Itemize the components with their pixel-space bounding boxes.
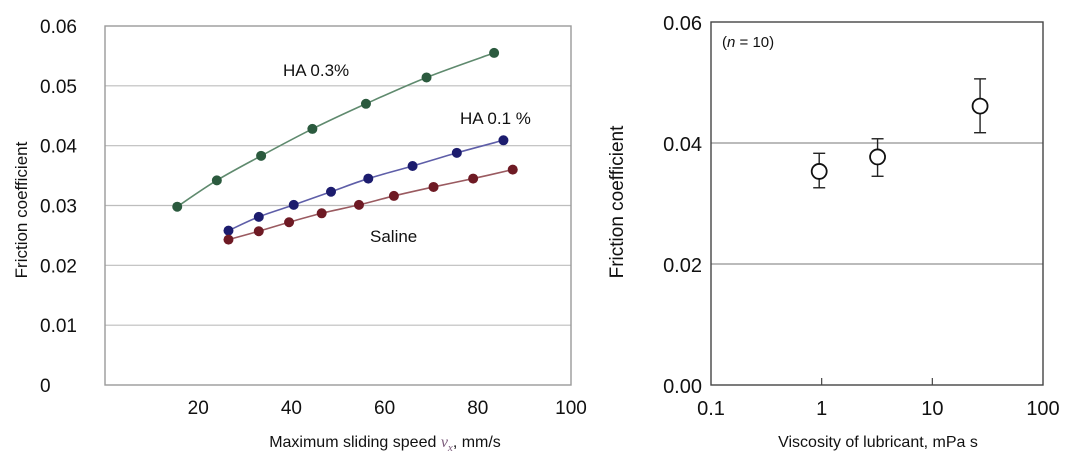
right-chart-y-tick-label: 0.02 (663, 255, 702, 277)
right-chart-y-tick-labels: 0.00 0.02 0.04 0.06 (663, 13, 702, 398)
right-chart-data-point (810, 163, 828, 180)
annotation-prefix: ( (722, 34, 727, 51)
right-chart-x-axis-title: Viscosity of lubricant, mPa s (778, 434, 978, 451)
left-chart-data-point (468, 173, 479, 184)
right-chart-x-tick-label: 0.1 (697, 398, 725, 420)
right-chart-y-tick-label: 0.06 (663, 13, 702, 35)
right-chart-data-point (869, 148, 886, 166)
left-chart-x-tick-label: 100 (555, 398, 587, 419)
right-chart-y-tick-label: 0.00 (663, 376, 702, 398)
annotation-variable: n (727, 34, 735, 51)
left-chart-x-tick-label: 20 (188, 398, 209, 419)
left-chart-x-tick-labels: 20 40 60 80 100 (188, 398, 587, 419)
left-chart-x-tick-label: 60 (374, 398, 395, 419)
left-chart-data-point (253, 211, 264, 222)
left-chart-data-point (507, 164, 518, 175)
left-chart-plot-frame (104, 25, 572, 386)
left-chart-gridlines (105, 85, 571, 326)
right-chart-plot-frame (710, 21, 1044, 386)
left-chart-x-axis-variable: v (441, 434, 449, 451)
right-chart-sample-size-annotation: (n = 10) (722, 34, 774, 51)
right-chart-y-tick-label: 0.04 (663, 134, 702, 156)
left-chart-x-tick-label: 40 (281, 398, 302, 419)
left-chart-data-point (498, 135, 509, 146)
left-chart-y-tick-label: 0 (40, 376, 51, 397)
right-chart-x-tick-label: 1 (816, 398, 827, 420)
left-chart-y-tick-label: 0.02 (40, 256, 77, 277)
left-chart-x-axis-title: Maximum sliding speed vx, mm/s (269, 434, 501, 454)
left-chart-data-point (428, 181, 439, 192)
left-chart-data-point (256, 150, 267, 161)
left-chart-y-axis-title: Friction coefficient (12, 141, 31, 278)
right-chart-points-layer (810, 78, 989, 189)
left-chart-data-point (489, 47, 500, 58)
left-chart-series-label: Saline (370, 227, 417, 246)
left-chart-series-label: HA 0.3% (283, 61, 349, 80)
left-chart-data-point (172, 201, 183, 212)
left-chart-series-labels: HA 0.3% HA 0.1 % Saline (283, 61, 531, 246)
left-chart-data-point (316, 208, 327, 219)
left-chart-data-point (288, 199, 299, 210)
right-chart-viscosity-vs-friction: 0.00 0.02 0.04 0.06 0.1 1 10 100 (n = 10) Fric… (607, 13, 1060, 451)
right-chart-x-tick-label: 10 (921, 398, 943, 420)
left-chart-data-point (326, 186, 337, 197)
right-chart-x-tick-labels: 0.1 1 10 100 (697, 378, 1060, 420)
left-chart-x-tick-label: 80 (467, 398, 488, 419)
left-chart-data-point (284, 217, 295, 228)
left-chart-x-axis-title-text: Maximum sliding speed (269, 434, 441, 451)
left-chart-data-point (363, 173, 374, 184)
left-chart-data-point (407, 161, 418, 172)
right-chart-data-point (971, 97, 989, 115)
left-chart-x-axis-subscript: x (447, 442, 453, 454)
left-chart-data-point (360, 98, 371, 109)
left-chart-series-label: HA 0.1 % (460, 109, 531, 128)
left-chart-x-axis-unit: , mm/s (453, 434, 501, 451)
left-chart-data-point (253, 226, 264, 237)
left-chart-series-line (228, 139, 504, 232)
right-chart-y-axis-title: Friction coefficient (607, 125, 628, 278)
left-chart-y-tick-label: 0.04 (40, 137, 77, 158)
left-chart-y-tick-label: 0.03 (40, 197, 77, 218)
left-chart-data-point (307, 123, 318, 134)
left-chart-y-tick-labels: 0 0.01 0.02 0.03 0.04 0.05 0.06 (40, 17, 77, 397)
left-chart-data-point (223, 234, 234, 245)
left-chart-data-point (211, 175, 222, 186)
left-chart-y-tick-label: 0.01 (40, 316, 77, 337)
left-chart-data-point (223, 225, 234, 236)
left-chart-data-point (421, 72, 432, 83)
left-chart-speed-vs-friction: 0 0.01 0.02 0.03 0.04 0.05 0.06 20 40 60 80 100 HA… (12, 17, 587, 454)
left-chart-data-point (388, 190, 399, 201)
left-chart-y-tick-label: 0.06 (40, 17, 77, 38)
left-chart-series-layer (172, 47, 518, 245)
left-chart-y-tick-label: 0.05 (40, 77, 77, 98)
right-chart-x-tick-label: 100 (1026, 398, 1059, 420)
left-chart-data-point (353, 199, 364, 210)
left-chart-data-point (451, 147, 462, 158)
annotation-suffix: = 10) (735, 34, 774, 51)
